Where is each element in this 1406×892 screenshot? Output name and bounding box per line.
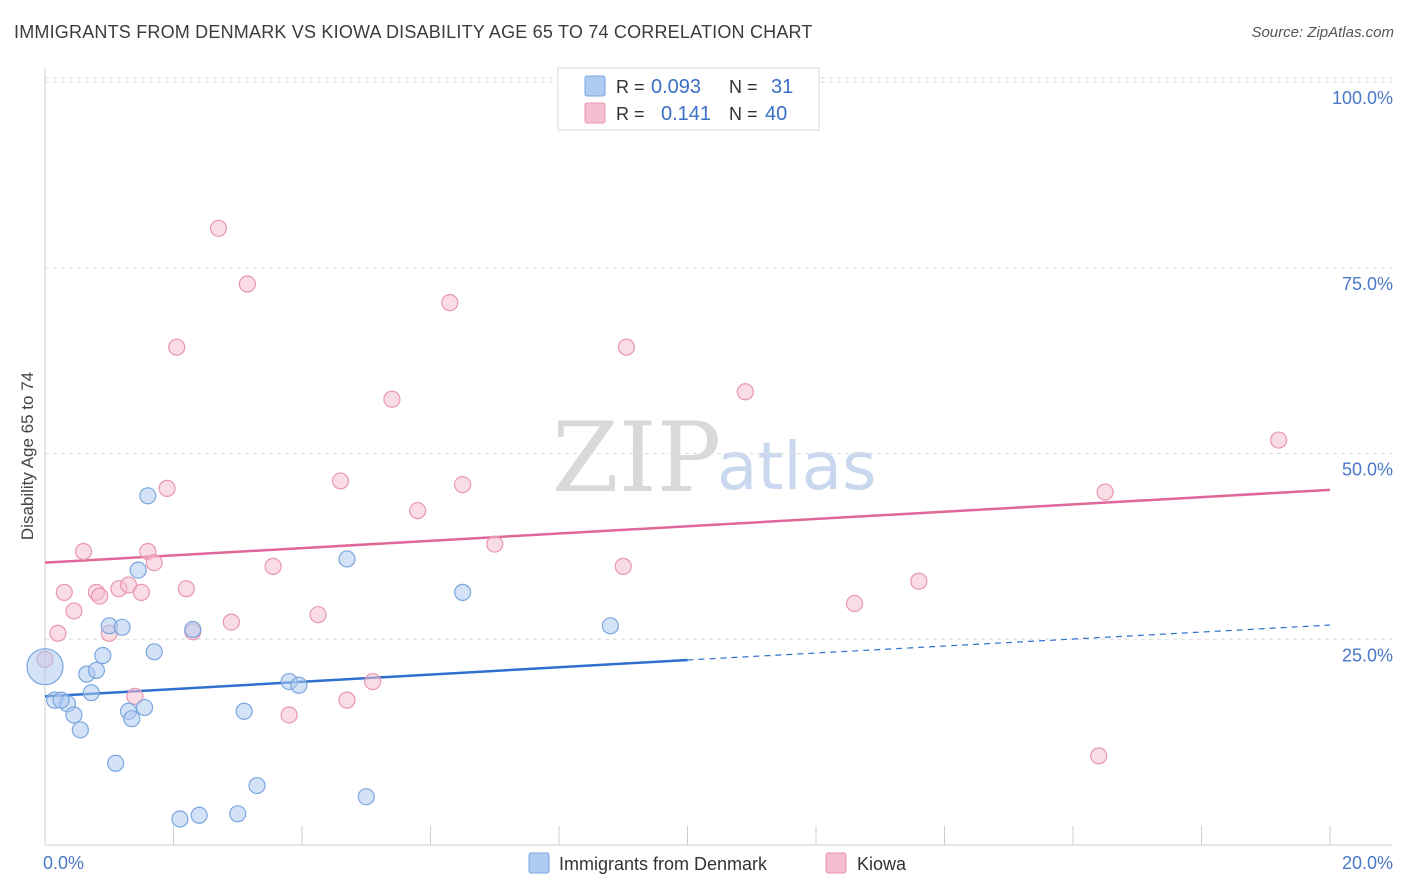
y-tick-label: 100.0% [1332, 88, 1393, 108]
series-legend-swatch-kiowa [825, 852, 847, 874]
legend-r-label-denmark: R = [616, 77, 645, 97]
axes [44, 68, 1392, 846]
trend-line-denmark-extension [687, 624, 1331, 661]
point-denmark [601, 617, 620, 635]
point-denmark [338, 550, 356, 568]
legend-r-label-kiowa: R = [616, 104, 645, 124]
point-kiowa [364, 672, 382, 691]
trend-line-kiowa [44, 488, 1331, 564]
point-kiowa [55, 583, 73, 601]
point-denmark [129, 561, 147, 579]
point-kiowa [158, 479, 176, 497]
legend-swatch-kiowa [584, 102, 606, 124]
point-kiowa [209, 219, 228, 237]
point-denmark [71, 721, 89, 739]
point-denmark [107, 754, 125, 772]
point-kiowa [1096, 483, 1114, 501]
point-kiowa [65, 602, 83, 620]
point-kiowa [238, 275, 256, 293]
point-kiowa [1269, 431, 1288, 449]
point-denmark [229, 805, 247, 823]
x-tick-label-min: 0.0% [43, 853, 84, 873]
point-kiowa [132, 583, 150, 601]
y-tick-label: 75.0% [1342, 274, 1393, 294]
trend-lines [44, 488, 1331, 698]
point-denmark [94, 646, 112, 665]
point-kiowa [264, 557, 282, 575]
point-denmark [82, 684, 100, 702]
point-denmark [87, 661, 106, 679]
point-kiowa [409, 502, 427, 520]
legend-n-value-kiowa: 40 [765, 103, 787, 125]
point-kiowa [331, 472, 350, 490]
y-axis-label: Disability Age 65 to 74 [18, 372, 37, 540]
point-kiowa [1090, 747, 1108, 765]
point-kiowa [383, 390, 401, 408]
point-denmark [52, 691, 70, 709]
series-legend-label-kiowa: Kiowa [857, 854, 907, 874]
point-kiowa [49, 624, 67, 642]
legend-n-label-denmark: N = [729, 77, 758, 97]
point-kiowa [177, 580, 195, 598]
point-denmark [145, 643, 163, 661]
point-kiowa [617, 338, 636, 356]
legend-n-value-denmark: 31 [771, 76, 793, 98]
watermark: ZIP atlas [552, 402, 877, 514]
point-denmark [184, 620, 202, 639]
point-denmark [65, 706, 83, 724]
point-kiowa [454, 476, 472, 494]
x-tick-label-max: 20.0% [1342, 853, 1393, 873]
point-kiowa [845, 594, 864, 613]
point-kiowa [280, 706, 298, 724]
series-legend-swatch-denmark [528, 852, 550, 874]
point-denmark [357, 788, 375, 806]
point-denmark [135, 698, 154, 717]
point-denmark [235, 702, 253, 720]
legend-n-label-kiowa: N = [729, 104, 758, 124]
y-tick-label: 25.0% [1342, 645, 1393, 665]
point-kiowa [486, 535, 504, 553]
point-denmark [171, 810, 189, 828]
legend-swatch-denmark [584, 75, 606, 97]
point-denmark [26, 648, 64, 686]
point-kiowa [222, 613, 240, 631]
point-denmark [248, 776, 266, 795]
point-kiowa [338, 691, 356, 709]
gridlines [45, 77, 1392, 640]
legend-r-value-denmark: 0.093 [651, 76, 701, 98]
point-kiowa [126, 687, 144, 706]
series-legend-label-denmark: Immigrants from Denmark [559, 854, 768, 874]
y-tick-label: 50.0% [1342, 460, 1393, 480]
point-denmark [113, 618, 131, 636]
point-denmark [139, 487, 157, 505]
stats-legend: R = 0.093 N = 31 R = 0.141 N = 40 [557, 67, 820, 131]
y-tick-labels: 100.0% 75.0% 50.0% 25.0% [1332, 88, 1393, 665]
point-kiowa [74, 542, 93, 561]
point-denmark [190, 806, 208, 824]
point-kiowa [309, 606, 327, 624]
series-legend: Immigrants from Denmark Kiowa [528, 852, 907, 874]
point-denmark [454, 583, 472, 601]
point-kiowa [91, 587, 109, 605]
chart-title: IMMIGRANTS FROM DENMARK VS KIOWA DISABIL… [14, 22, 813, 42]
point-kiowa [168, 338, 186, 356]
point-kiowa [119, 576, 138, 594]
watermark-atlas: atlas [717, 428, 877, 505]
data-points [26, 219, 1288, 828]
point-denmark [290, 676, 308, 694]
point-kiowa [614, 557, 632, 575]
point-kiowa [736, 383, 754, 401]
chart-source: Source: ZipAtlas.com [1251, 24, 1394, 41]
point-denmark [123, 710, 141, 728]
legend-r-value-kiowa: 0.141 [661, 103, 711, 125]
point-kiowa [145, 554, 163, 572]
point-kiowa [441, 294, 459, 312]
point-kiowa [910, 572, 928, 590]
watermark-zip: ZIP [552, 402, 721, 514]
